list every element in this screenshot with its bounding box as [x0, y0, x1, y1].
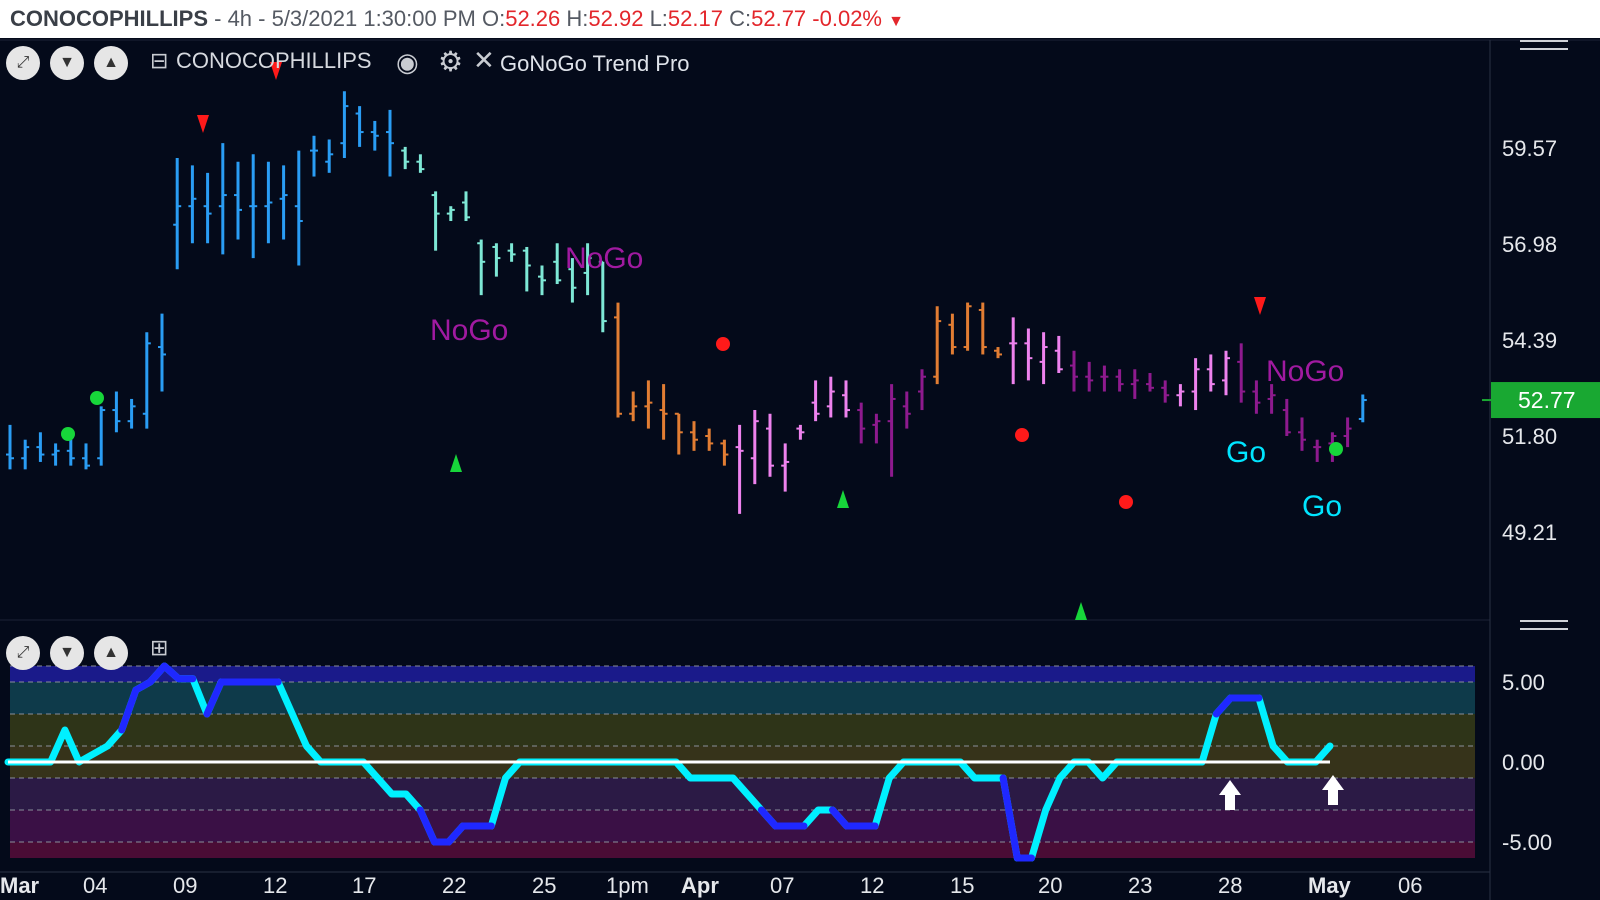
chevron-up-icon: ▲: [103, 644, 119, 661]
time-tick-label: 15: [950, 873, 974, 898]
high-label: H:: [560, 6, 589, 31]
time-tick-label: 09: [173, 873, 197, 898]
gear-icon[interactable]: ⚙: [438, 46, 464, 77]
time-tick-label: 23: [1128, 873, 1152, 898]
plus-square-icon[interactable]: ⊞: [150, 635, 169, 660]
signal-dot: [716, 337, 730, 351]
symbol-title: CONOCOPHILLIPS: [10, 6, 209, 31]
price-tick-label: 51.80: [1502, 424, 1557, 449]
high-value: 52.92: [588, 6, 644, 31]
trend-annotation-go: Go: [1302, 490, 1342, 523]
time-tick-label: 25: [532, 873, 556, 898]
chevron-up-icon: ▲: [103, 54, 119, 71]
legend-symbol: CONOCOPHILLIPS: [176, 48, 372, 73]
oscillator-strong-segments: [118, 662, 1263, 862]
time-tick-label: 22: [442, 873, 466, 898]
down-arrow-icon: ▼: [888, 13, 904, 30]
time-tick-label: 1pm: [606, 873, 649, 898]
trend-annotation-nogo: NoGo: [565, 242, 643, 275]
low-value: 52.17: [667, 6, 723, 31]
oscillator-tick-label: 5.00: [1502, 670, 1545, 695]
close-label: C:: [722, 6, 752, 31]
move-pane-down-button[interactable]: ▼: [50, 46, 84, 80]
low-label: L:: [643, 6, 668, 31]
trend-annotation-nogo: NoGo: [430, 314, 508, 347]
signal-dot: [90, 391, 104, 405]
momentum-up-arrow-icon: [1322, 775, 1344, 805]
scale-handle-top[interactable]: [1520, 40, 1568, 50]
move-pane-up-button[interactable]: ▲: [94, 46, 128, 80]
time-tick-label: 12: [263, 873, 287, 898]
oscillator-tick-label: 0.00: [1502, 750, 1545, 775]
time-tick-label: 20: [1038, 873, 1062, 898]
signal-dot: [1329, 442, 1343, 456]
last-price-label: 52.77: [1518, 387, 1576, 413]
signal-dot: [61, 427, 75, 441]
time-tick-label: 06: [1398, 873, 1422, 898]
interval-timestamp: - 4h - 5/3/2021 1:30:00 PM: [208, 6, 482, 31]
oscillator-band: [10, 746, 1475, 762]
oscillator-band: [10, 714, 1475, 746]
signal-down-triangle: [270, 62, 282, 80]
trend-annotation-go: Go: [1226, 436, 1266, 469]
eye-icon[interactable]: ◉: [396, 47, 419, 77]
chevron-down-icon: ▼: [59, 644, 75, 661]
maximize-pane-button[interactable]: ⤢: [6, 46, 40, 80]
oscillator-tick-label: -5.00: [1502, 830, 1552, 855]
scale-handle-bottom[interactable]: [1520, 620, 1568, 630]
minus-square-icon[interactable]: ⊟: [150, 48, 169, 73]
time-tick-label: 12: [860, 873, 884, 898]
time-tick-label: Mar: [0, 873, 40, 898]
chevron-down-icon: ▼: [59, 54, 75, 71]
change-percent: -0.02%: [806, 6, 882, 31]
last-price-tag: [1491, 382, 1600, 419]
signal-down-triangle: [1254, 297, 1266, 315]
open-value: 52.26: [505, 6, 561, 31]
maximize-icon: ⤢: [16, 644, 30, 661]
ohlc-readout: CONOCOPHILLIPS - 4h - 5/3/2021 1:30:00 P…: [10, 6, 904, 32]
oscillator-band: [10, 762, 1475, 778]
price-tick-label: 54.39: [1502, 328, 1557, 353]
oscillator-band: [10, 810, 1475, 842]
momentum-up-arrow-icon: [1219, 780, 1241, 810]
time-tick-label: 07: [770, 873, 794, 898]
osc-move-pane-down-button[interactable]: ▼: [50, 636, 84, 670]
credit-text: Created at wealthcharts.com by AlexCole: [1156, 1, 1450, 18]
time-tick-label: May: [1308, 873, 1352, 898]
open-label: O:: [481, 6, 506, 31]
time-tick-label: 17: [352, 873, 376, 898]
trend-annotation-nogo: NoGo: [1266, 355, 1344, 388]
signal-down-triangle: [197, 115, 209, 133]
maximize-icon: ⤢: [16, 54, 30, 71]
price-tick-label: 56.98: [1502, 232, 1557, 257]
signal-up-triangle: [837, 490, 849, 508]
osc-maximize-pane-button[interactable]: ⤢: [6, 636, 40, 670]
price-tick-label: 59.57: [1502, 136, 1557, 161]
close-icon[interactable]: ✕: [473, 45, 495, 75]
close-value: 52.77: [751, 6, 807, 31]
oscillator-band: [10, 666, 1475, 682]
time-tick-label: 04: [83, 873, 107, 898]
signal-dot: [1119, 495, 1133, 509]
signal-dot: [1015, 428, 1029, 442]
osc-move-pane-up-button[interactable]: ▲: [94, 636, 128, 670]
oscillator-band: [10, 778, 1475, 810]
time-tick-label: Apr: [681, 873, 719, 898]
oscillator-band: [10, 842, 1475, 858]
signal-up-triangle: [1075, 602, 1087, 620]
credit-box: Created at wealthcharts.com by AlexCole: [1120, 0, 1450, 20]
header-bar: CONOCOPHILLIPS - 4h - 5/3/2021 1:30:00 P…: [0, 0, 1600, 38]
time-tick-label: 28: [1218, 873, 1242, 898]
price-tick-label: 49.21: [1502, 520, 1557, 545]
indicator-name: GoNoGo Trend Pro: [500, 51, 690, 76]
signal-up-triangle: [450, 454, 462, 472]
